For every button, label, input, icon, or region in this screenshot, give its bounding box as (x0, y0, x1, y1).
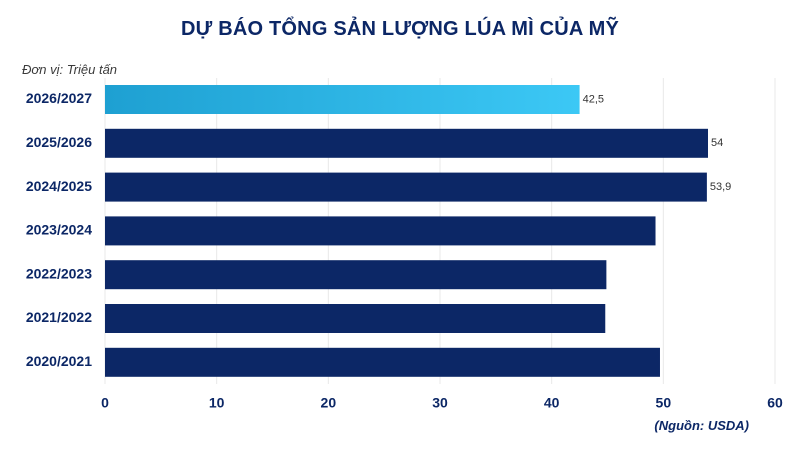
category-label: 2020/2021 (26, 353, 92, 369)
bar-2021-2022 (105, 304, 606, 333)
data-label: 53,9 (710, 181, 731, 193)
category-label: 2022/2023 (26, 265, 92, 281)
unit-label: Đơn vị: Triệu tấn (22, 62, 118, 77)
x-tick-label: 30 (432, 395, 448, 411)
bar-2023-2024 (105, 216, 656, 246)
category-label: 2024/2025 (26, 178, 92, 194)
labels: 0 10 20 30 40 50 60 2026/2027 42,5 2025/2026 54 202… (26, 90, 783, 411)
x-tick-label: 10 (209, 395, 225, 411)
bar-2022-2023 (105, 260, 607, 290)
x-tick-label: 20 (321, 395, 337, 411)
bar-2026-2027 (105, 85, 580, 114)
category-label: 2023/2024 (26, 222, 92, 238)
bars (105, 85, 708, 377)
bar-2020-2021 (105, 347, 660, 377)
x-tick-label: 0 (101, 395, 109, 411)
category-label: 2026/2027 (26, 90, 92, 106)
bar-2024-2025 (105, 172, 707, 202)
data-label: 42,5 (583, 93, 604, 105)
bar-2025-2026 (105, 128, 708, 158)
data-label: 54 (711, 137, 723, 149)
x-tick-label: 60 (767, 395, 783, 411)
x-tick-label: 40 (544, 395, 560, 411)
source-note: (Nguồn: USDA) (654, 418, 749, 433)
category-label: 2021/2022 (26, 309, 92, 325)
chart-title: DỰ BÁO TỔNG SẢN LƯỢNG LÚA MÌ CỦA MỸ (181, 18, 619, 40)
x-tick-label: 50 (656, 395, 672, 411)
category-label: 2025/2026 (26, 134, 92, 150)
